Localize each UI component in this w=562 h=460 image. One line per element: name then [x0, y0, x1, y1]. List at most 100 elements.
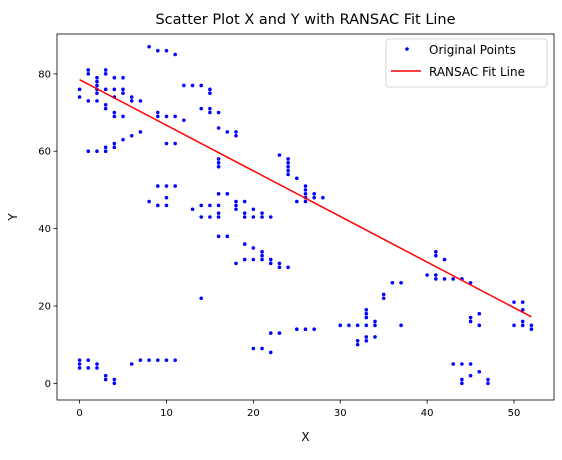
data-point	[173, 114, 177, 119]
legend-label-original-points: Original Points	[429, 43, 516, 57]
data-point	[520, 300, 525, 304]
data-point	[234, 207, 238, 212]
data-point	[147, 44, 151, 49]
data-point	[234, 199, 238, 204]
data-point	[164, 114, 169, 119]
data-point	[208, 215, 212, 219]
data-point	[164, 203, 169, 208]
data-point	[286, 265, 290, 270]
data-point	[199, 296, 204, 301]
x-axis-ticks: 0 10 20 30 40 50	[76, 400, 520, 419]
data-point	[95, 99, 99, 103]
data-point	[225, 234, 230, 239]
data-point	[460, 377, 464, 382]
data-point	[268, 331, 273, 335]
data-point	[260, 253, 264, 258]
x-tick-label: 10	[160, 408, 173, 419]
data-point	[460, 381, 464, 386]
data-point	[242, 199, 247, 204]
data-point	[164, 48, 169, 53]
data-point	[477, 311, 482, 316]
data-point	[147, 199, 151, 204]
data-point	[251, 246, 256, 250]
data-point	[103, 373, 108, 378]
data-point	[112, 110, 117, 115]
data-point	[286, 164, 290, 169]
data-point	[216, 215, 221, 219]
data-point	[199, 215, 204, 219]
data-point	[77, 87, 82, 92]
data-point	[173, 141, 177, 146]
data-point	[242, 215, 247, 219]
data-point	[303, 327, 308, 332]
legend: Original Points RANSAC Fit Line	[385, 38, 548, 88]
data-point	[173, 358, 177, 362]
data-point	[303, 191, 308, 196]
plot-area	[57, 34, 554, 400]
data-point	[129, 95, 134, 99]
data-point	[190, 207, 195, 212]
data-point	[520, 323, 525, 328]
data-point	[277, 265, 282, 270]
data-point	[225, 191, 230, 196]
data-point	[147, 358, 151, 362]
data-point	[103, 145, 108, 150]
data-point	[312, 327, 316, 332]
data-point	[442, 257, 447, 262]
data-point	[103, 103, 108, 107]
data-point	[260, 215, 264, 219]
data-point	[112, 141, 117, 146]
data-point	[381, 296, 386, 301]
data-point	[138, 99, 143, 103]
data-point	[103, 106, 108, 111]
data-point	[95, 83, 99, 88]
data-point	[364, 311, 369, 316]
data-point	[295, 199, 299, 204]
data-point	[268, 350, 273, 355]
data-point	[77, 362, 82, 366]
data-point	[260, 346, 264, 351]
data-point	[512, 300, 516, 304]
data-point	[216, 161, 221, 165]
data-point	[381, 292, 386, 297]
data-point	[364, 315, 369, 320]
data-point	[129, 133, 134, 138]
data-point	[451, 277, 456, 281]
data-point	[390, 280, 395, 285]
data-point	[520, 308, 525, 312]
data-point	[208, 106, 212, 111]
data-point	[295, 327, 299, 332]
data-point	[364, 308, 369, 312]
data-point	[77, 358, 82, 362]
ransac-fit-line	[79, 78, 532, 318]
data-point	[286, 172, 290, 177]
data-point	[468, 315, 473, 320]
data-point	[486, 381, 490, 386]
data-point	[164, 358, 169, 362]
x-tick-label: 0	[76, 408, 82, 419]
data-point	[164, 195, 169, 200]
data-point	[373, 319, 377, 324]
data-point	[121, 91, 125, 95]
x-tick-label: 30	[334, 408, 347, 419]
data-point	[268, 215, 273, 219]
data-point	[251, 215, 256, 219]
legend-label-ransac-fit: RANSAC Fit Line	[429, 65, 525, 79]
data-point	[86, 358, 91, 362]
data-point	[95, 91, 99, 95]
data-point	[442, 277, 447, 281]
data-point	[77, 366, 82, 370]
data-point	[208, 91, 212, 95]
y-tick-label: 20	[38, 301, 51, 312]
data-point	[242, 211, 247, 215]
data-point	[103, 149, 108, 154]
data-point	[260, 250, 264, 254]
data-point	[277, 261, 282, 266]
data-point	[225, 130, 230, 134]
data-point	[95, 366, 99, 370]
data-point	[86, 99, 91, 103]
data-point	[373, 323, 377, 328]
data-point	[251, 207, 256, 212]
data-point	[460, 362, 464, 366]
data-point	[95, 362, 99, 366]
